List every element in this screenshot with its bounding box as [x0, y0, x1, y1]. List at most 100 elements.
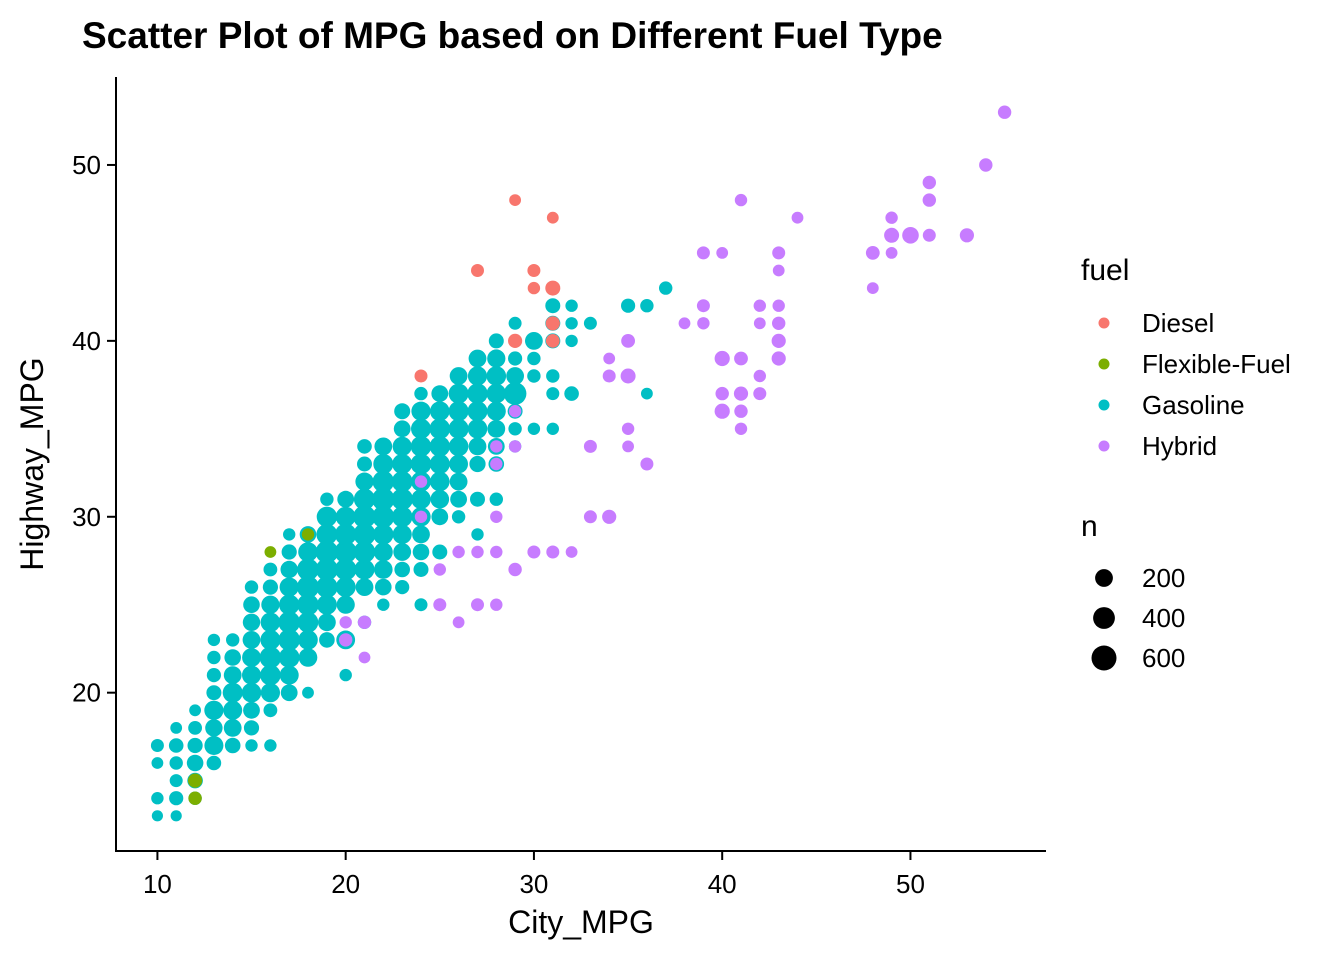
point [188, 791, 202, 805]
point [353, 541, 376, 563]
point [489, 492, 503, 506]
point [334, 540, 357, 564]
point [206, 668, 221, 683]
point [315, 540, 339, 564]
point [448, 401, 469, 422]
point [431, 385, 449, 402]
point [771, 351, 786, 366]
point [316, 506, 338, 527]
point [430, 401, 450, 422]
point [696, 246, 710, 260]
point [772, 246, 786, 260]
point [260, 664, 281, 686]
point [170, 722, 183, 734]
legend-label: Diesel [1142, 308, 1214, 338]
y-axis-title: Highway_MPG [14, 357, 50, 570]
point [150, 739, 164, 752]
point [226, 633, 240, 647]
point [583, 316, 597, 330]
point [490, 510, 503, 523]
point [170, 810, 182, 822]
point [432, 544, 448, 560]
point [393, 420, 411, 438]
point [260, 612, 281, 633]
point [410, 436, 432, 457]
point [471, 528, 484, 541]
point [339, 668, 352, 682]
point [545, 316, 560, 331]
point [640, 457, 654, 471]
point [263, 562, 278, 577]
point [279, 577, 299, 597]
point [451, 510, 466, 524]
point [302, 686, 314, 699]
point [316, 523, 338, 545]
point [263, 703, 278, 718]
point [468, 349, 487, 368]
point [169, 756, 183, 770]
point [922, 175, 936, 190]
point [262, 579, 278, 595]
point [316, 576, 338, 598]
point [414, 598, 428, 612]
legend-size-label: 200 [1142, 563, 1185, 593]
point [602, 509, 617, 524]
point [354, 559, 375, 580]
point [298, 630, 318, 650]
point [565, 299, 578, 312]
point [527, 545, 541, 559]
point [697, 317, 710, 330]
point [151, 810, 163, 822]
point [865, 246, 880, 260]
legend-label: Flexible-Fuel [1142, 349, 1291, 379]
point [503, 382, 527, 405]
x-axis-title: City_MPG [508, 904, 654, 940]
point [734, 351, 748, 366]
point [468, 437, 487, 456]
point [207, 650, 221, 665]
point [393, 543, 412, 561]
point [391, 506, 413, 528]
point [922, 193, 936, 207]
point [204, 736, 224, 755]
point [243, 596, 260, 613]
point [487, 349, 506, 368]
legend-fuel-title: fuel [1081, 254, 1129, 287]
point [373, 542, 393, 562]
point [545, 280, 561, 296]
x-tick-label: 30 [519, 869, 548, 899]
point [772, 316, 786, 330]
point [412, 525, 430, 544]
point [696, 299, 710, 313]
point [414, 386, 428, 401]
point [353, 505, 376, 529]
point [470, 491, 485, 507]
legend-fuel-items: Diesel Flexible-Fuel Gasoline Hybrid [1098, 308, 1291, 461]
point [353, 523, 376, 546]
y-tick-label: 40 [72, 326, 101, 356]
point [264, 739, 277, 752]
point [410, 453, 432, 475]
point [490, 457, 503, 471]
point [320, 492, 334, 506]
y-axis-ticks: 20 30 40 50 [72, 150, 116, 708]
x-axis-ticks: 10 20 30 40 50 [143, 851, 925, 899]
point [412, 543, 430, 561]
point [772, 264, 785, 277]
point [224, 649, 241, 666]
series-diesel [414, 194, 561, 383]
point [429, 454, 450, 474]
point [527, 281, 541, 295]
point [244, 580, 259, 594]
legend: fuel Diesel Flexible-Fuel Gasoline Hybrid n… [1081, 254, 1291, 673]
point [546, 422, 559, 435]
point [469, 455, 486, 473]
point [545, 334, 560, 348]
point [372, 487, 395, 511]
point [433, 563, 446, 576]
point [242, 613, 261, 631]
point [242, 631, 261, 649]
point [298, 542, 318, 562]
point [243, 701, 260, 719]
